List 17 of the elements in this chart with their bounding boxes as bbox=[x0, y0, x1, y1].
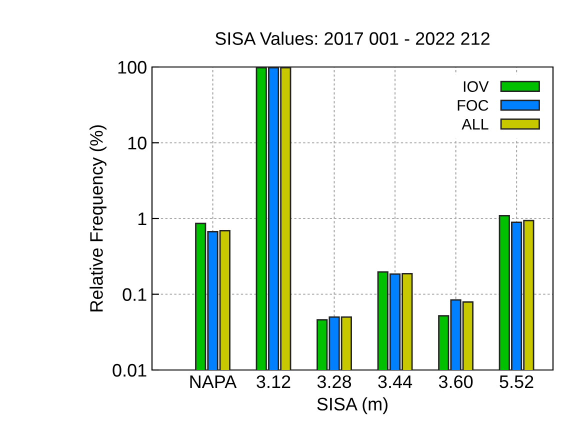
y-axis-title: Relative Frequency (%) bbox=[90, 125, 106, 312]
y-tick-label: 0.1 bbox=[122, 288, 146, 301]
chart-title: SISA Values: 2017 001 - 2022 212 bbox=[215, 32, 490, 45]
y-tick-label: 0.01 bbox=[112, 364, 146, 377]
y-tick-label: 10 bbox=[128, 136, 146, 150]
x-tick-label: 3.28 bbox=[317, 375, 352, 388]
legend-label: IOV bbox=[464, 81, 489, 92]
x-tick-label: 3.44 bbox=[378, 375, 412, 388]
y-tick-label: 1 bbox=[138, 212, 146, 226]
x-tick-label: 3.12 bbox=[256, 375, 290, 388]
y-tick-label: 100 bbox=[118, 60, 146, 74]
legend-label: ALL bbox=[462, 118, 488, 130]
x-tick-label: 5.52 bbox=[500, 375, 534, 388]
x-axis-title: SISA (m) bbox=[317, 397, 388, 414]
x-tick-label: 3.60 bbox=[438, 375, 473, 388]
x-tick-label: NAPA bbox=[190, 376, 237, 388]
legend-label: FOC bbox=[458, 100, 488, 111]
